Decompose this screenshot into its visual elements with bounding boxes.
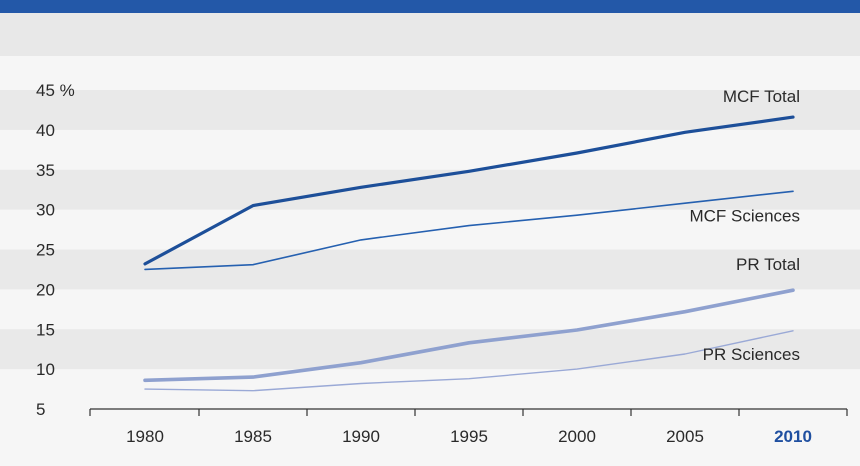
y-axis-tick-labels: 45 % 40 35 30 25 20 15 10 5	[36, 81, 75, 419]
y-tick-label: 40	[36, 121, 55, 140]
y-tick-label: 15	[36, 320, 55, 339]
y-tick-label: 30	[36, 201, 55, 220]
grid-band	[0, 249, 860, 290]
x-tick-label: 2005	[666, 427, 704, 446]
series-line-pr-total	[143, 288, 795, 383]
x-tick-label: 1995	[450, 427, 488, 446]
series-line-mcf-sciences	[144, 190, 794, 271]
x-tick-label: 2000	[558, 427, 596, 446]
y-tick-label: 45 %	[36, 81, 75, 100]
y-tick-label: 35	[36, 161, 55, 180]
grid-band	[0, 90, 860, 130]
x-tick-label: 2010	[774, 427, 812, 446]
y-tick-label: 10	[36, 360, 55, 379]
x-axis: 1980 1985 1990 1995 2000 2005 2010	[89, 408, 848, 446]
header-bar	[0, 0, 860, 13]
x-tick-label: 1985	[234, 427, 272, 446]
y-tick-label: 25	[36, 241, 55, 260]
series-label-mcf-sciences: MCF Sciences	[689, 206, 800, 225]
series-line-pr-sciences	[144, 330, 794, 392]
y-tick-label: 20	[36, 280, 55, 299]
x-tick-label: 1980	[126, 427, 164, 446]
series-lines	[143, 115, 795, 392]
top-band	[0, 13, 860, 56]
x-tick-label: 1990	[342, 427, 380, 446]
series-labels: MCF Total MCF Sciences PR Total PR Sciences	[689, 87, 800, 364]
series-line-mcf-total	[143, 115, 795, 266]
y-tick-label: 5	[36, 400, 45, 419]
series-label-pr-sciences: PR Sciences	[703, 345, 800, 364]
series-label-mcf-total: MCF Total	[723, 87, 800, 106]
series-label-pr-total: PR Total	[736, 255, 800, 274]
